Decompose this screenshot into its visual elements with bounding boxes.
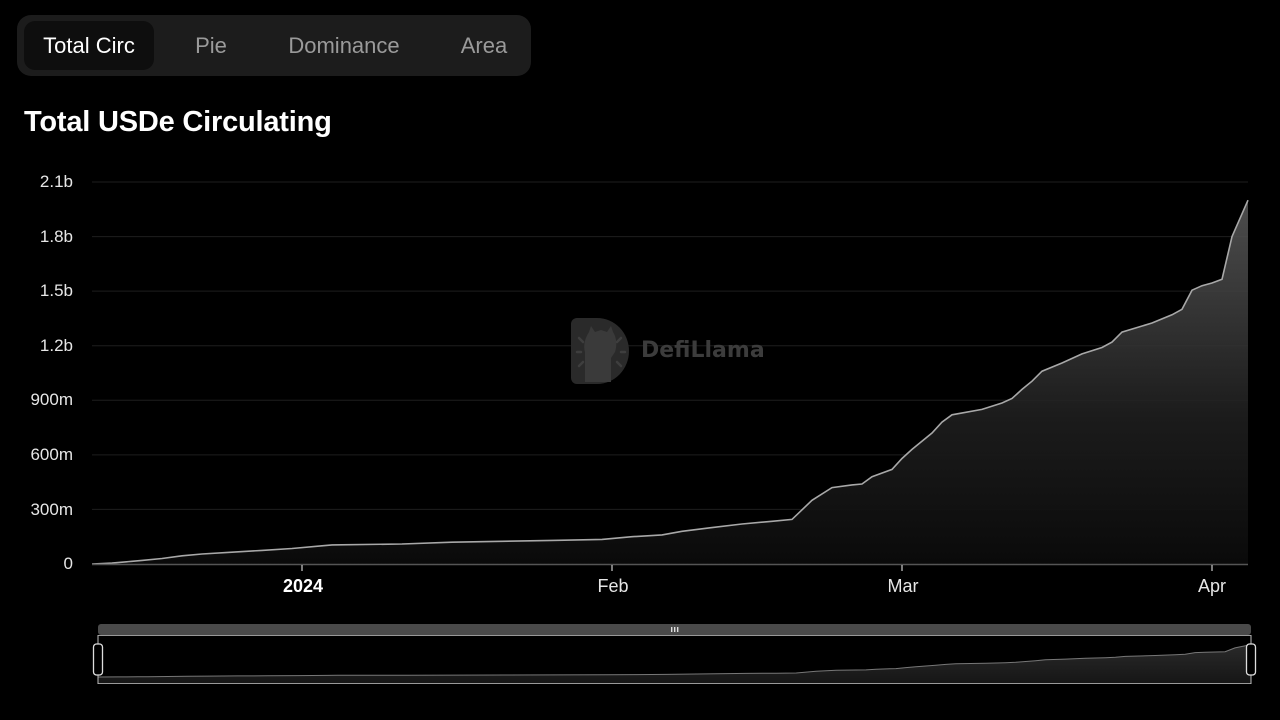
y-tick-label: 1.2b [39,336,73,355]
y-tick-label: 2.1b [39,172,73,191]
x-tick-label: Feb [597,576,629,596]
zoom-handle-right[interactable] [1245,643,1257,676]
x-tick-label: Apr [1197,576,1227,596]
tab-pie[interactable]: Pie [195,33,227,58]
defillama-watermark: DefiLlama [571,318,771,384]
chart-type-tabs: Total Circ Pie Dominance Area [17,15,531,76]
y-tick-label: 0 [63,554,73,573]
tab-total-circ[interactable]: Total Circ [24,21,154,70]
defillama-logo-icon [571,318,629,384]
zoom-slider[interactable] [92,624,1257,684]
y-tick-label: 1.5b [39,281,73,300]
y-tick-label: 300m [30,500,73,519]
x-tick-label: 2024 [282,576,324,596]
x-tick-label: Mar [887,576,919,596]
watermark-text: DefiLlama [641,338,765,363]
y-tick-label: 900m [30,390,73,409]
zoom-handle-left[interactable] [92,643,104,676]
chart-title: Total USDe Circulating [24,106,332,138]
area-fill [92,200,1248,564]
series-line [91,199,1249,565]
tab-area[interactable]: Area [460,33,508,58]
x-axis-ticks [301,565,1213,571]
zoom-slider-grip-icon [671,627,679,632]
tab-dominance[interactable]: Dominance [288,33,400,58]
zoom-slider-preview [98,644,1251,683]
y-tick-label: 1.8b [39,227,73,246]
y-tick-label: 600m [30,445,73,464]
